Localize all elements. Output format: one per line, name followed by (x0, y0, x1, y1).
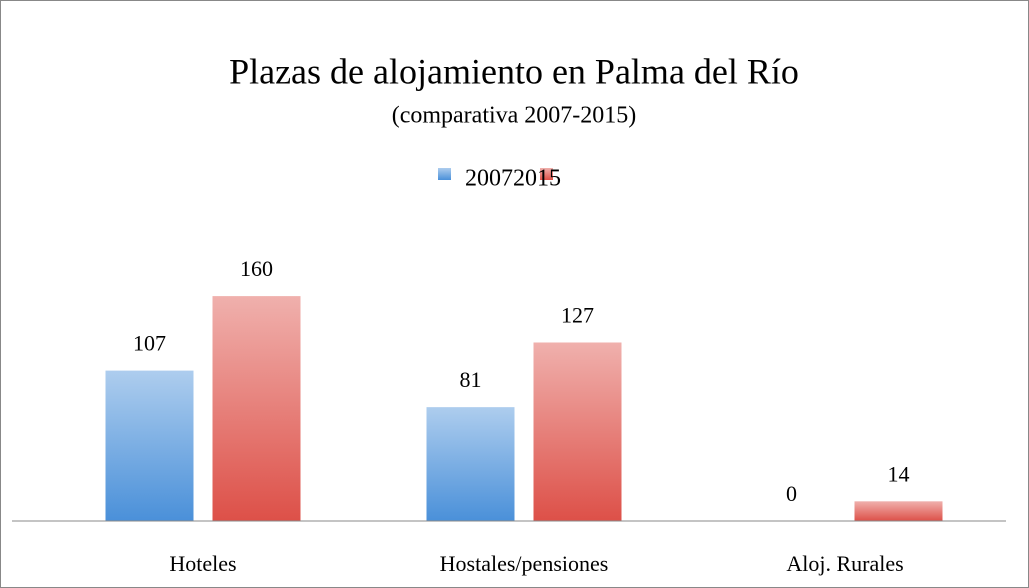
data-label: 160 (240, 256, 273, 281)
data-label: 107 (133, 331, 166, 356)
bar (854, 501, 943, 521)
chart-title: Plazas de alojamiento en Palma del Río (229, 51, 799, 91)
bar (105, 370, 194, 521)
bar (533, 342, 622, 521)
legend-marker (438, 168, 451, 180)
chart-subtitle: (comparativa 2007-2015) (392, 103, 637, 129)
x-tick-label: Hostales/pensiones (440, 551, 609, 576)
bar (212, 296, 301, 521)
data-label: 0 (786, 481, 797, 506)
data-label: 127 (561, 303, 594, 328)
data-label: 14 (888, 461, 910, 486)
x-tick-label: Hoteles (169, 551, 236, 576)
legend-marker (540, 168, 553, 180)
bar (426, 407, 515, 521)
x-tick-label: Aloj. Rurales (786, 551, 903, 576)
data-label: 81 (460, 367, 482, 392)
legend-label: 2015 (513, 166, 561, 192)
legend-label: 2007 (465, 166, 513, 192)
